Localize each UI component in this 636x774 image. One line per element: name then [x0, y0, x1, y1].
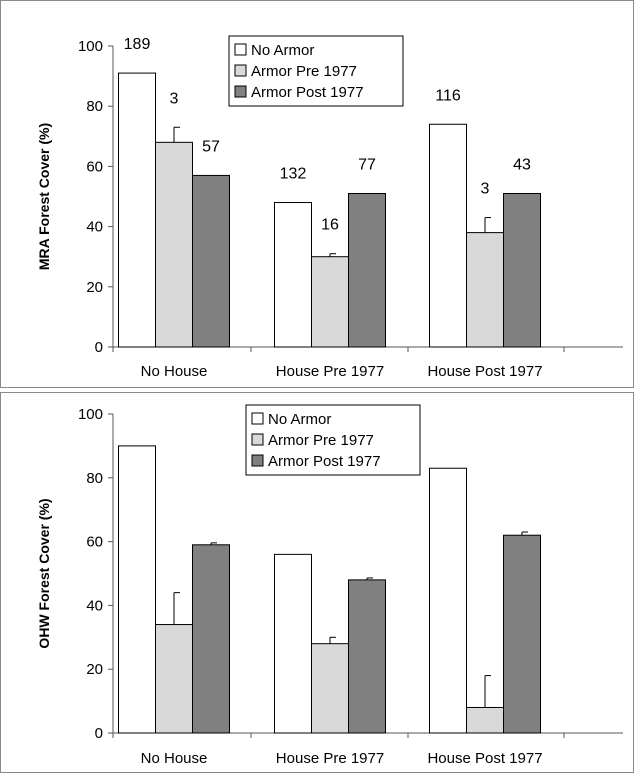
bar: [274, 553, 312, 734]
x-category-label: No House: [141, 363, 208, 380]
bar-count-label: 43: [513, 156, 531, 173]
bar: [311, 643, 349, 734]
y-tick-label: 80: [86, 470, 103, 487]
x-category-label: House Post 1977: [427, 750, 542, 767]
bar: [155, 624, 193, 734]
chart-ohw: 0 20 40 60 80 100 OHW Forest Cover (%) No House…: [36, 404, 623, 767]
legend-entry: Armor Pre 1977: [268, 432, 374, 449]
bar-count-label: 16: [321, 217, 339, 234]
legend-swatch: [234, 43, 247, 56]
legend-box: [228, 35, 404, 107]
legend: No Armor Armor Pre 1977 Armor Post 1977: [245, 404, 421, 476]
legend-swatch: [251, 412, 264, 425]
legend-swatch: [234, 64, 247, 77]
bar-count-label: 116: [435, 87, 461, 104]
bar-count-label: 132: [280, 166, 307, 183]
y-tick-label: 20: [86, 661, 103, 678]
legend-box: [245, 404, 421, 476]
legend-entry: Armor Pre 1977: [251, 63, 357, 80]
legend-entry: No Armor: [251, 42, 314, 59]
bar: [274, 202, 312, 348]
x-category-label: House Pre 1977: [276, 750, 384, 767]
legend-swatch: [251, 454, 264, 467]
bar: [192, 544, 230, 734]
bar: [348, 579, 386, 734]
bar: [429, 123, 467, 348]
y-tick-label: 0: [95, 725, 103, 742]
chart-panel-mra: 0 20 40 60 80 100 MRA Forest Cover (%) 189 132 11…: [0, 0, 634, 388]
legend: No Armor Armor Pre 1977 Armor Post 1977: [228, 35, 404, 107]
legend-entry: Armor Post 1977: [268, 453, 381, 470]
legend-entry: Armor Post 1977: [251, 84, 364, 101]
bar-count-label: 189: [124, 36, 151, 53]
bar-count-label: 77: [358, 156, 376, 173]
y-tick-label: 40: [86, 219, 103, 236]
x-category-label: House Pre 1977: [276, 363, 384, 380]
legend-swatch: [251, 433, 264, 446]
bar: [118, 445, 156, 734]
bar: [118, 72, 156, 348]
legend-entry: No Armor: [268, 411, 331, 428]
bar: [429, 467, 467, 734]
y-tick-label: 80: [86, 98, 103, 115]
y-axis-label: MRA Forest Cover (%): [36, 123, 52, 270]
bar: [311, 256, 349, 348]
x-category-label: House Post 1977: [427, 363, 542, 380]
y-tick-label: 0: [95, 339, 103, 356]
y-tick-label: 20: [86, 279, 103, 296]
bar: [466, 232, 504, 348]
chart-panel-ohw: 0 20 40 60 80 100 OHW Forest Cover (%) No House…: [0, 392, 634, 773]
y-tick-label: 100: [78, 406, 103, 423]
chart-mra: 0 20 40 60 80 100 MRA Forest Cover (%) 189 132 11…: [36, 35, 623, 380]
y-tick-label: 60: [86, 158, 103, 175]
y-axis-label: OHW Forest Cover (%): [36, 498, 52, 648]
bar-count-label: 3: [481, 181, 490, 198]
bar: [503, 192, 541, 348]
y-tick-label: 100: [78, 38, 103, 55]
bar: [155, 141, 193, 348]
x-category-label: No House: [141, 750, 208, 767]
legend-swatch: [234, 85, 247, 98]
y-tick-label: 60: [86, 534, 103, 551]
bar: [192, 174, 230, 348]
bar-count-label: 57: [202, 138, 220, 155]
y-tick-label: 40: [86, 597, 103, 614]
bar: [348, 192, 386, 348]
bar: [503, 534, 541, 734]
bar-count-label: 3: [170, 90, 179, 107]
bar: [466, 706, 504, 734]
